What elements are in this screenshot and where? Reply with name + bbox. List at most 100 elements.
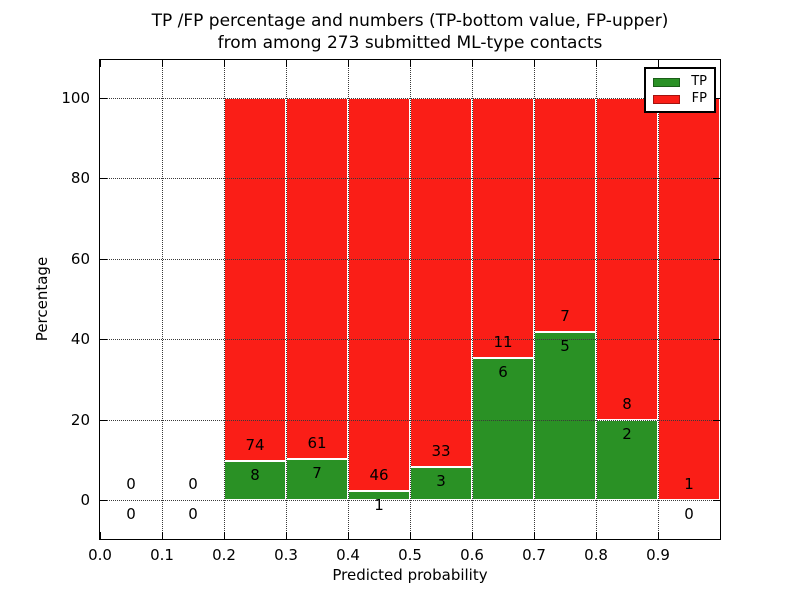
y-tick-label: 60 — [70, 249, 90, 268]
bar-tp-segment — [286, 458, 348, 500]
y-tick-mark — [100, 500, 107, 501]
tp-count-label: 5 — [560, 337, 570, 356]
x-tick-mark — [410, 532, 411, 539]
bar-fp-segment — [534, 98, 596, 333]
y-tick-mark — [100, 98, 107, 99]
gridline-horizontal — [100, 98, 720, 99]
x-tick-mark-top — [596, 60, 597, 67]
fp-count-label: 0 — [126, 475, 136, 493]
x-axis-label: Predicted probability — [332, 566, 488, 584]
fp-count-label: 46 — [369, 466, 389, 485]
x-tick-label: 0.4 — [336, 546, 360, 564]
x-tick-mark-top — [224, 60, 225, 67]
x-tick-mark — [100, 532, 101, 539]
x-tick-mark-top — [348, 60, 349, 67]
x-tick-label: 0.2 — [212, 546, 236, 564]
gridline-vertical — [472, 60, 473, 539]
y-axis-label: Percentage — [33, 256, 51, 342]
y-tick-mark-right — [713, 98, 720, 99]
x-tick-mark-top — [658, 60, 659, 67]
y-tick-mark-right — [713, 258, 720, 260]
legend-item-fp: FP — [653, 92, 707, 106]
x-tick-mark-top — [720, 60, 721, 67]
bar-fp-segment — [410, 98, 472, 467]
gridline-vertical — [534, 60, 535, 539]
gridline-horizontal — [100, 258, 720, 260]
y-tick-mark-right — [713, 500, 720, 501]
y-tick-label: 20 — [70, 410, 90, 429]
plot-area: 0 0 0 0 74 8 61 7 46 1 33 3 11 6 7 5 8 2 1 0 — [99, 59, 721, 540]
tp-count-label: 0 — [684, 505, 694, 523]
tp-count-label: 6 — [498, 363, 508, 382]
x-tick-label: 0.7 — [522, 546, 546, 564]
gridline-vertical — [596, 60, 597, 539]
x-tick-label: 0.3 — [274, 546, 298, 564]
gridline-vertical — [162, 60, 163, 539]
x-tick-label: 0.1 — [150, 546, 174, 564]
bar-fp-segment — [472, 98, 534, 359]
y-tick-label: 100 — [61, 89, 90, 107]
y-tick-mark-right — [713, 339, 720, 341]
x-tick-mark — [720, 532, 721, 539]
x-tick-mark — [162, 532, 163, 539]
x-tick-mark-top — [534, 60, 535, 67]
gridline-vertical — [286, 60, 287, 539]
tp-count-label: 8 — [250, 465, 260, 484]
y-tick-mark — [100, 419, 107, 421]
fp-count-label: 33 — [431, 441, 451, 460]
bar-fp-segment — [224, 98, 286, 461]
gridline-horizontal — [100, 419, 720, 421]
x-tick-mark-top — [410, 60, 411, 67]
x-tick-mark — [658, 532, 659, 539]
x-tick-label: 0.6 — [460, 546, 484, 564]
gridline-horizontal — [100, 178, 720, 180]
x-tick-mark — [472, 532, 473, 539]
x-tick-mark-top — [100, 60, 101, 67]
bar-tp-segment — [224, 460, 286, 500]
chart-title-line2: from among 273 submitted ML-type contact… — [217, 33, 603, 53]
legend: TP FP — [644, 67, 716, 113]
bar-tp-segment — [472, 358, 534, 500]
legend-item-tp: TP — [653, 75, 707, 89]
tp-swatch-icon — [653, 77, 680, 87]
gridline-vertical — [658, 60, 659, 539]
fp-count-label: 7 — [560, 307, 570, 326]
fp-count-label: 0 — [188, 475, 198, 493]
bar-fp-segment — [658, 98, 720, 500]
x-tick-mark — [286, 532, 287, 539]
fp-count-label: 61 — [307, 433, 327, 452]
tp-count-label: 3 — [436, 471, 446, 490]
y-tick-mark — [100, 339, 107, 341]
tp-count-label: 1 — [374, 496, 384, 515]
tp-count-label: 2 — [622, 424, 632, 443]
legend-label-fp: FP — [691, 91, 707, 106]
x-tick-mark-top — [162, 60, 163, 67]
fp-swatch-icon — [653, 94, 680, 104]
bar-tp-segment — [534, 332, 596, 500]
y-tick-label: 0 — [80, 491, 90, 509]
chart-title-line1: TP /FP percentage and numbers (TP-bottom… — [151, 11, 669, 31]
y-tick-mark-right — [713, 178, 720, 180]
gridline-vertical — [224, 60, 225, 539]
bar-tp-segment — [410, 466, 472, 500]
x-tick-mark-top — [286, 60, 287, 67]
gridline-vertical — [410, 60, 411, 539]
gridline-vertical — [348, 60, 349, 539]
x-tick-mark — [534, 532, 535, 539]
y-tick-mark-right — [713, 419, 720, 421]
x-tick-mark-top — [472, 60, 473, 67]
x-tick-label: 0.9 — [646, 546, 670, 564]
x-tick-label: 0.5 — [398, 546, 422, 564]
chart-title: TP /FP percentage and numbers (TP-bottom… — [100, 10, 720, 54]
fp-count-label: 11 — [493, 333, 513, 352]
tp-count-label: 7 — [312, 463, 322, 482]
x-tick-label: 0.8 — [584, 546, 608, 564]
gridline-horizontal — [100, 339, 720, 341]
fp-count-label: 1 — [684, 475, 694, 493]
legend-label-tp: TP — [691, 74, 707, 89]
x-tick-label: 0.0 — [88, 546, 112, 564]
bar-fp-segment — [348, 98, 410, 492]
tp-count-label: 0 — [188, 505, 198, 523]
x-tick-mark — [348, 532, 349, 539]
